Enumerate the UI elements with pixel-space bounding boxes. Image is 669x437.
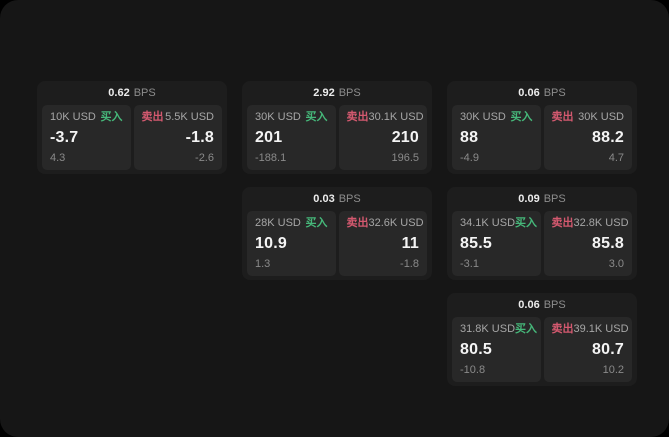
sell-change: 196.5 [391, 152, 419, 164]
buy-panel[interactable]: 34.1K USD 买入 85.5 -3.1 [452, 211, 541, 276]
sell-change: 10.2 [602, 364, 624, 376]
sell-tag: 卖出 [346, 111, 369, 123]
quote-card-body: 30K USD 买入 88 -4.9 卖出 30K USD 88.2 4.7 [452, 105, 632, 170]
spread-header: 2.92 BPS [242, 81, 432, 105]
spread-header: 0.62 BPS [37, 81, 227, 105]
quote-column-1: 0.62 BPS 10K USD 买入 -3.7 4.3 卖出 [37, 81, 227, 174]
buy-amount-label: 34.1K USD [460, 217, 516, 229]
buy-price: 88 [460, 129, 479, 146]
buy-price: -3.7 [50, 129, 79, 146]
sell-change: -1.8 [400, 258, 419, 270]
sell-panel[interactable]: 卖出 32.6K USD 11 -1.8 [338, 211, 427, 276]
sell-change: 3.0 [608, 258, 624, 270]
buy-tag: 买入 [515, 323, 538, 335]
quote-card: 0.09 BPS 34.1K USD 买入 85.5 -3.1 卖出 [447, 187, 637, 280]
buy-change: -3.1 [460, 258, 479, 270]
sell-tag: 卖出 [141, 111, 164, 123]
spread-header: 0.06 BPS [447, 293, 637, 317]
buy-change: 1.3 [255, 258, 271, 270]
buy-tag: 买入 [305, 217, 328, 229]
buy-price: 80.5 [460, 341, 492, 358]
sell-price: 85.8 [592, 235, 624, 252]
spread-unit-label: BPS [338, 192, 361, 205]
quote-card: 0.06 BPS 30K USD 买入 88 -4.9 卖出 [447, 81, 637, 174]
quote-card-body: 34.1K USD 买入 85.5 -3.1 卖出 32.8K USD 85.8… [452, 211, 632, 276]
buy-panel[interactable]: 30K USD 买入 88 -4.9 [452, 105, 541, 170]
sell-tag: 卖出 [551, 217, 574, 229]
buy-amount-label: 10K USD [50, 111, 96, 123]
sell-amount-label: 5.5K USD [165, 111, 214, 123]
sell-amount-label: 30K USD [578, 111, 624, 123]
spread-value: 0.06 [518, 86, 540, 99]
buy-change: -188.1 [255, 152, 287, 164]
buy-amount-label: 28K USD [255, 217, 301, 229]
quote-card-body: 28K USD 买入 10.9 1.3 卖出 32.6K USD 11 -1.8 [247, 211, 427, 276]
sell-panel[interactable]: 卖出 30.1K USD 210 196.5 [338, 105, 427, 170]
quote-card: 2.92 BPS 30K USD 买入 201 -188.1 卖出 [242, 81, 432, 174]
spread-header: 0.09 BPS [447, 187, 637, 211]
buy-panel[interactable]: 31.8K USD 买入 80.5 -10.8 [452, 317, 541, 382]
buy-panel[interactable]: 28K USD 买入 10.9 1.3 [247, 211, 336, 276]
quote-card: 0.62 BPS 10K USD 买入 -3.7 4.3 卖出 [37, 81, 227, 174]
buy-panel[interactable]: 10K USD 买入 -3.7 4.3 [42, 105, 131, 170]
buy-price: 201 [255, 129, 283, 146]
quote-card-body: 30K USD 买入 201 -188.1 卖出 30.1K USD 210 1… [247, 105, 427, 170]
sell-amount-label: 30.1K USD [368, 111, 424, 123]
sell-panel[interactable]: 卖出 30K USD 88.2 4.7 [543, 105, 632, 170]
buy-tag: 买入 [510, 111, 533, 123]
buy-price: 10.9 [255, 235, 287, 252]
spread-header: 0.06 BPS [447, 81, 637, 105]
spread-value: 0.09 [518, 192, 540, 205]
sell-price: 88.2 [592, 129, 624, 146]
buy-change: -10.8 [460, 364, 486, 376]
spread-unit-label: BPS [133, 86, 156, 99]
buy-change: 4.3 [50, 152, 66, 164]
spread-value: 2.92 [313, 86, 335, 99]
spread-value: 0.62 [108, 86, 130, 99]
quote-card: 0.06 BPS 31.8K USD 买入 80.5 -10.8 卖 [447, 293, 637, 386]
quote-card-body: 10K USD 买入 -3.7 4.3 卖出 5.5K USD -1.8 -2.… [42, 105, 222, 170]
sell-panel[interactable]: 卖出 39.1K USD 80.7 10.2 [543, 317, 632, 382]
sell-tag: 卖出 [346, 217, 369, 229]
quote-card-body: 31.8K USD 买入 80.5 -10.8 卖出 39.1K USD 80.… [452, 317, 632, 382]
sell-change: 4.7 [608, 152, 624, 164]
buy-amount-label: 31.8K USD [460, 323, 516, 335]
spread-unit-label: BPS [543, 298, 566, 311]
sell-price: 210 [391, 129, 419, 146]
buy-amount-label: 30K USD [460, 111, 506, 123]
buy-panel[interactable]: 30K USD 买入 201 -188.1 [247, 105, 336, 170]
sell-price: 80.7 [592, 341, 624, 358]
sell-price: -1.8 [185, 129, 214, 146]
buy-tag: 买入 [100, 111, 123, 123]
spread-header: 0.03 BPS [242, 187, 432, 211]
spread-value: 0.03 [313, 192, 335, 205]
sell-amount-label: 32.6K USD [368, 217, 424, 229]
sell-amount-label: 32.8K USD [573, 217, 629, 229]
sell-price: 11 [401, 235, 419, 252]
buy-price: 85.5 [460, 235, 492, 252]
buy-change: -4.9 [460, 152, 479, 164]
quote-card: 0.03 BPS 28K USD 买入 10.9 1.3 卖出 [242, 187, 432, 280]
sell-tag: 卖出 [551, 323, 574, 335]
spread-unit-label: BPS [543, 192, 566, 205]
sell-panel[interactable]: 卖出 5.5K USD -1.8 -2.6 [133, 105, 222, 170]
quote-cards-grid: 0.62 BPS 10K USD 买入 -3.7 4.3 卖出 [37, 81, 637, 386]
sell-tag: 卖出 [551, 111, 574, 123]
buy-tag: 买入 [515, 217, 538, 229]
spread-unit-label: BPS [543, 86, 566, 99]
buy-amount-label: 30K USD [255, 111, 301, 123]
sell-change: -2.6 [195, 152, 214, 164]
buy-tag: 买入 [305, 111, 328, 123]
quote-column-3: 0.06 BPS 30K USD 买入 88 -4.9 卖出 [447, 81, 637, 386]
spread-unit-label: BPS [338, 86, 361, 99]
sell-amount-label: 39.1K USD [573, 323, 629, 335]
sell-panel[interactable]: 卖出 32.8K USD 85.8 3.0 [543, 211, 632, 276]
quote-column-2: 2.92 BPS 30K USD 买入 201 -188.1 卖出 [242, 81, 432, 280]
spread-value: 0.06 [518, 298, 540, 311]
